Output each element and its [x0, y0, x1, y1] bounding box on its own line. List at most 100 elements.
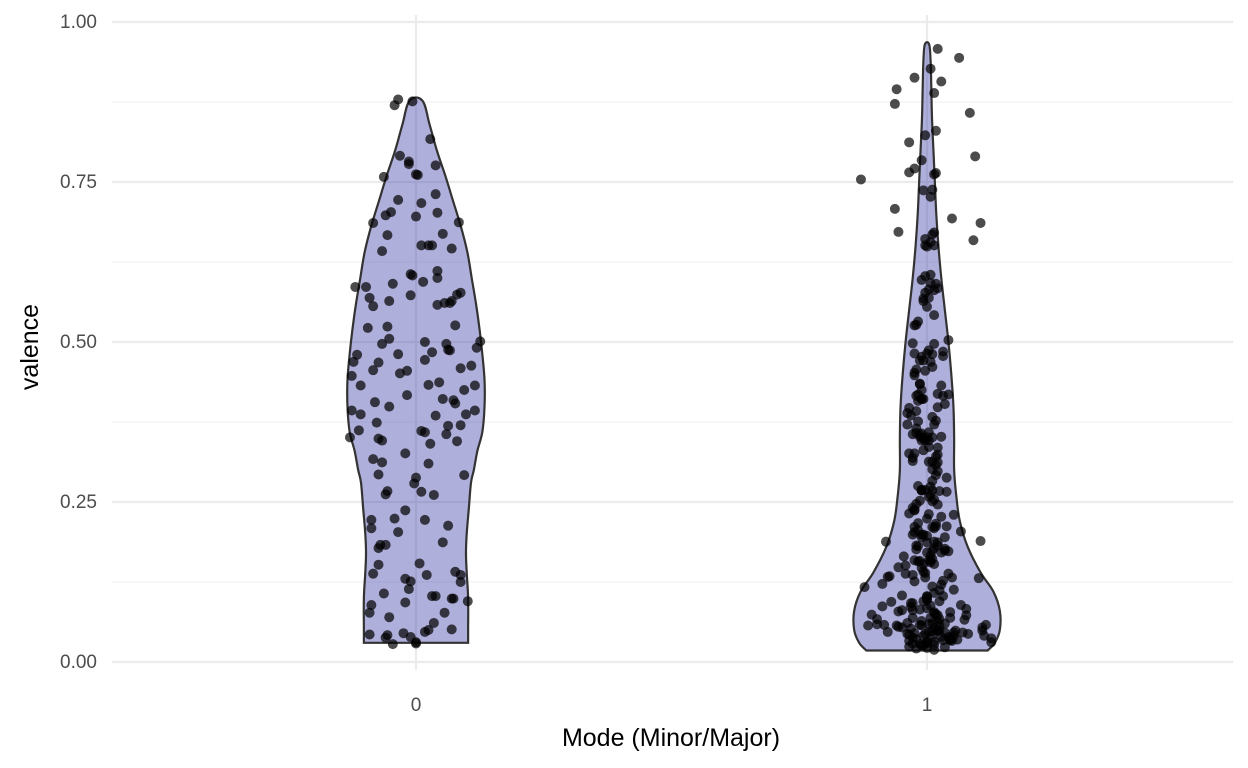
data-point — [959, 614, 970, 625]
data-point — [423, 240, 434, 251]
data-point — [907, 338, 918, 349]
data-point — [911, 423, 922, 434]
data-point — [927, 411, 938, 422]
data-point — [914, 355, 925, 366]
data-point — [898, 551, 909, 562]
data-point — [902, 419, 913, 430]
data-point — [929, 644, 940, 655]
data-point — [886, 596, 897, 607]
data-point — [384, 296, 395, 307]
data-point — [920, 365, 931, 376]
data-point — [943, 546, 954, 557]
data-point — [909, 348, 920, 359]
data-point — [430, 160, 441, 171]
data-point — [450, 320, 461, 331]
data-point — [913, 395, 924, 406]
data-point — [378, 171, 389, 182]
data-point — [369, 397, 380, 408]
data-point — [400, 505, 411, 516]
data-point — [394, 150, 405, 161]
data-point — [955, 600, 966, 611]
data-point — [393, 527, 404, 538]
data-point — [432, 273, 443, 283]
data-point — [975, 217, 986, 228]
data-point — [448, 593, 459, 604]
x-tick-label: 1 — [922, 695, 933, 716]
data-point — [469, 380, 480, 391]
data-point — [925, 555, 936, 566]
data-point — [355, 409, 366, 420]
data-point — [934, 596, 945, 607]
data-point — [384, 333, 395, 344]
data-point — [920, 130, 931, 141]
data-point — [936, 76, 947, 87]
data-point — [975, 536, 986, 547]
data-point — [350, 281, 361, 292]
data-point — [393, 349, 404, 360]
data-point — [452, 436, 463, 447]
data-point — [375, 539, 386, 550]
data-point — [368, 454, 379, 465]
data-point — [948, 509, 959, 520]
y-tick-label: 1.00 — [60, 12, 97, 33]
data-point — [936, 380, 947, 391]
y-tick-label: 0.25 — [60, 492, 97, 513]
data-point — [893, 562, 904, 573]
y-axis-title: valence — [16, 304, 44, 390]
data-point — [405, 269, 416, 280]
data-point — [986, 637, 997, 648]
data-point — [460, 409, 471, 420]
y-tick-label: 0.50 — [60, 332, 97, 353]
data-point — [943, 335, 954, 346]
data-point — [423, 458, 434, 469]
data-point — [373, 357, 384, 368]
data-point — [914, 378, 925, 389]
data-point — [932, 499, 943, 510]
data-point — [939, 618, 950, 629]
data-point — [909, 527, 920, 538]
data-point — [907, 638, 918, 649]
data-point — [430, 410, 441, 421]
data-point — [923, 509, 934, 520]
data-point — [945, 607, 956, 618]
data-point — [443, 520, 454, 531]
data-point — [448, 395, 459, 406]
data-point — [419, 337, 430, 347]
data-point — [925, 278, 936, 289]
data-point — [364, 629, 375, 640]
data-point — [446, 624, 457, 635]
data-point — [920, 233, 931, 244]
data-point — [393, 94, 404, 105]
data-point — [437, 228, 448, 239]
data-point — [889, 98, 900, 109]
grid-lines — [112, 15, 1233, 670]
data-point — [344, 432, 355, 443]
data-point — [366, 600, 377, 611]
data-point — [416, 486, 427, 497]
data-point — [423, 379, 434, 390]
data-point — [469, 405, 480, 416]
data-point — [979, 630, 990, 641]
data-point — [455, 363, 466, 374]
data-point — [362, 322, 373, 333]
data-point — [428, 617, 439, 628]
data-point — [382, 230, 393, 241]
data-point — [907, 598, 918, 609]
data-point — [346, 405, 357, 416]
data-point — [411, 169, 421, 180]
data-point — [938, 351, 949, 362]
data-point — [382, 321, 393, 332]
data-point — [922, 530, 932, 541]
data-point — [416, 198, 427, 209]
data-point — [946, 213, 957, 224]
data-point — [955, 526, 966, 537]
data-point — [948, 584, 959, 595]
data-point — [389, 513, 400, 524]
data-point — [968, 235, 979, 246]
data-point — [455, 577, 466, 587]
data-point — [880, 536, 891, 547]
data-point — [929, 169, 940, 180]
data-point — [421, 569, 432, 580]
data-point — [891, 620, 902, 631]
